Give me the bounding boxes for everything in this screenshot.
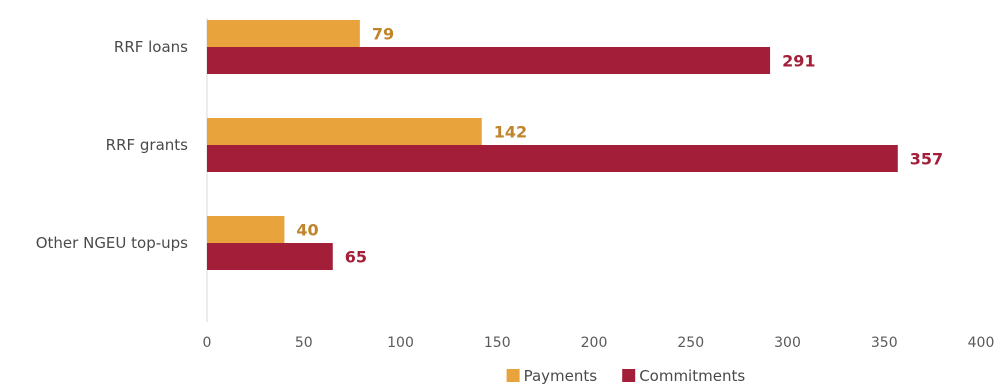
x-tick-label-100: 100 bbox=[387, 335, 414, 351]
data-label-payments-rrf-grants: 142 bbox=[494, 123, 527, 142]
category-label-other-ngeu-top-ups: Other NGEU top-ups bbox=[36, 234, 188, 252]
legend-label-commitments: Commitments bbox=[639, 367, 745, 385]
legend: Payments Commitments bbox=[506, 367, 745, 385]
legend-label-payments: Payments bbox=[524, 367, 598, 385]
x-tick-label-200: 200 bbox=[581, 335, 608, 351]
bar-payments-rrf-loans bbox=[207, 20, 360, 47]
data-label-commitments-rrf-grants: 357 bbox=[910, 150, 943, 169]
x-tick-label-400: 400 bbox=[968, 335, 995, 351]
x-tick-label-50: 50 bbox=[295, 335, 313, 351]
legend-swatch-commitments bbox=[622, 369, 636, 382]
bar-payments-rrf-grants bbox=[207, 118, 482, 145]
data-label-commitments-rrf-loans: 291 bbox=[782, 52, 815, 71]
x-tick-label-300: 300 bbox=[774, 335, 801, 351]
category-label-rrf-grants: RRF grants bbox=[106, 136, 189, 154]
bar-commitments-rrf-loans bbox=[207, 47, 771, 74]
data-label-commitments-other-ngeu-top-ups: 65 bbox=[345, 248, 367, 267]
category-label-rrf-loans: RRF loans bbox=[114, 38, 188, 56]
data-label-payments-other-ngeu-top-ups: 40 bbox=[296, 221, 318, 240]
x-tick-label-250: 250 bbox=[677, 335, 704, 351]
bar-payments-other-ngeu-top-ups bbox=[207, 216, 285, 243]
x-tick-label-150: 150 bbox=[484, 335, 511, 351]
bar-commitments-rrf-grants bbox=[207, 145, 898, 172]
legend-swatch-payments bbox=[506, 369, 520, 382]
bars-layer bbox=[207, 20, 898, 270]
labels-layer: 0 50 100 150 200 250 300 350 400 RRF loans 79 291 RR… bbox=[36, 25, 995, 352]
x-tick-label-0: 0 bbox=[203, 335, 212, 351]
data-label-payments-rrf-loans: 79 bbox=[372, 25, 394, 44]
bar-commitments-other-ngeu-top-ups bbox=[207, 243, 333, 270]
x-tick-label-350: 350 bbox=[871, 335, 898, 351]
